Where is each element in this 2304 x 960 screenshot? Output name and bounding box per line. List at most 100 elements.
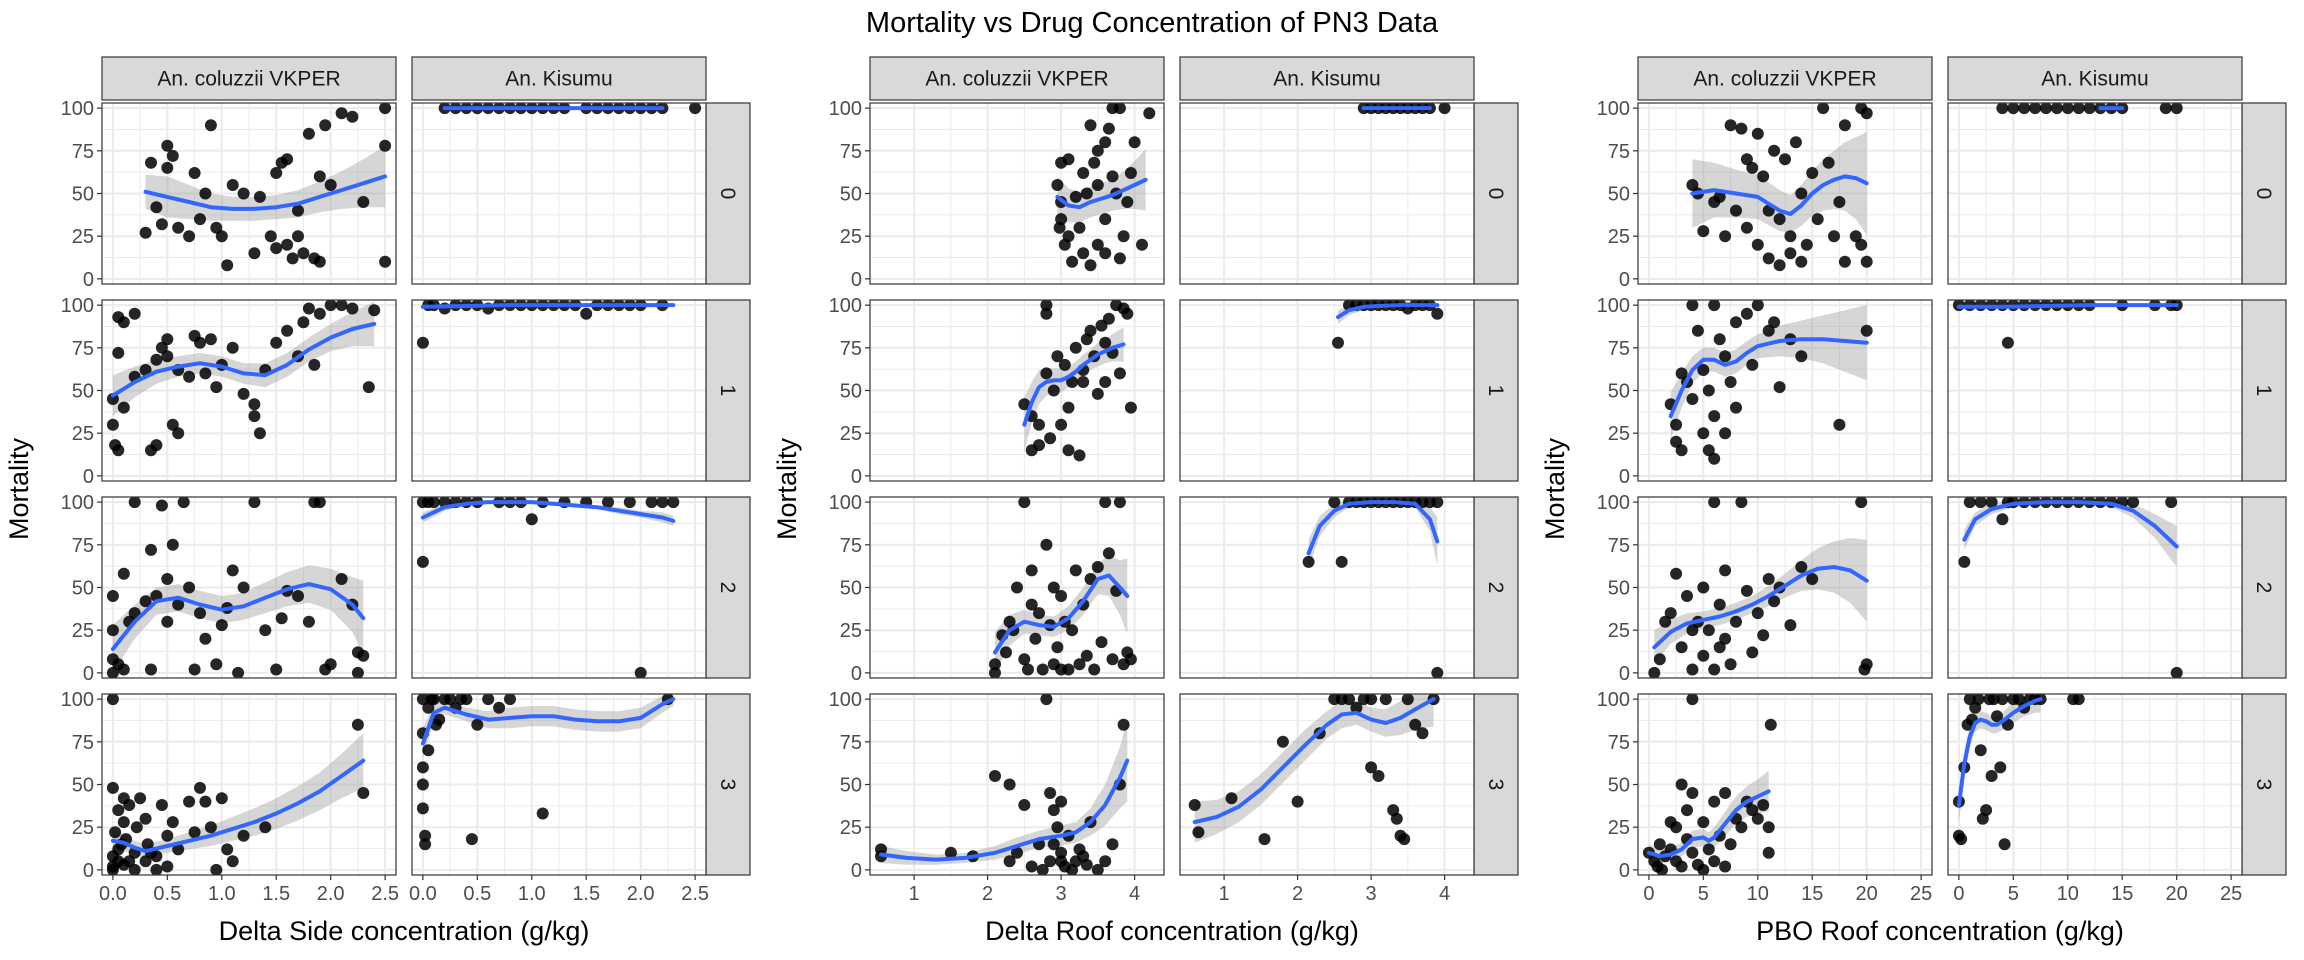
data-point [1018,799,1031,811]
data-point [1708,663,1721,676]
x-tick-label: 20 [1856,883,1878,905]
data-point [150,201,163,214]
x-axis-title: PBO Roof concentration (g/kg) [1756,916,2124,946]
data-point [1697,427,1710,440]
data-point [1860,255,1873,268]
data-point [1746,161,1759,174]
data-point [335,107,348,120]
data-point [161,350,174,363]
smooth-line [1652,565,1869,650]
data-point [580,307,593,320]
x-tick-label: 2 [1292,883,1303,905]
data-point [1099,497,1112,509]
y-tick-label: 25 [840,423,862,445]
data-point [204,821,217,834]
data-point [416,336,429,349]
data-point [1099,213,1112,226]
data-point [1795,187,1808,200]
data-point [1047,838,1060,851]
data-point [237,387,250,400]
data-point [1113,497,1126,509]
data-point [232,666,245,678]
data-point [1740,221,1753,234]
data-point [1091,561,1104,573]
panel-border [1947,693,2243,876]
data-point [194,781,206,794]
data-point [1025,860,1038,873]
y-tick-label: 0 [1619,860,1630,882]
data-point [139,364,152,376]
panel-data [1642,694,1777,875]
data-point [465,833,478,846]
smooth-line [110,582,366,651]
smooth-line [110,758,366,854]
data-point [1055,663,1068,676]
data-point [324,300,337,312]
data-point [2072,694,2085,706]
confidence-band [422,694,674,759]
y-tick-label: 75 [840,338,862,360]
data-point [1795,350,1808,363]
data-point [1659,615,1672,628]
data-point [1697,816,1710,829]
row-strip-label: 2 [716,582,739,594]
row-strip [2241,496,2287,679]
data-point [1773,213,1786,226]
data-point [1365,694,1378,706]
data-point [2165,497,2178,509]
data-point [1033,439,1045,452]
data-point [1040,300,1053,312]
x-tick-label: 0.5 [463,883,491,905]
data-point [1686,694,1699,706]
data-point [667,497,680,509]
data-point [292,230,304,243]
data-point [1040,694,1053,706]
data-point [1073,221,1086,234]
data-point [1828,230,1840,243]
data-point [1768,595,1781,608]
row-strip [2241,299,2287,482]
panel-border [1179,496,1475,679]
data-point [248,398,261,411]
data-point [155,799,168,811]
data-point [253,190,266,203]
data-point [1431,497,1444,509]
data-point [1121,307,1134,320]
data-point [210,221,223,234]
panel-border [1947,299,2243,482]
column-strip-label: An. coluzzii VKPER [925,68,1108,91]
data-point [1018,653,1031,666]
data-point [1762,324,1775,337]
data-point [1003,778,1016,791]
data-point [145,156,157,169]
data-point [270,167,283,179]
y-tick-label: 50 [840,578,862,600]
y-tick-label: 25 [1608,817,1630,839]
data-point [1124,653,1137,666]
data-point [1784,619,1797,632]
data-point [188,826,201,839]
data-point [292,204,304,217]
data-point [155,341,168,354]
data-point [1987,694,2000,706]
y-tick-label: 50 [72,381,94,403]
data-point [362,381,375,394]
data-point [438,302,451,315]
data-point [1784,247,1797,260]
data-point [1686,663,1699,676]
data-point [1062,401,1075,414]
data-point [1025,598,1038,611]
y-tick-label: 0 [83,466,94,488]
data-point [253,427,266,440]
panel-data [1648,497,1873,678]
y-tick-label: 0 [1619,269,1630,291]
data-point [602,497,614,509]
row-strip-label: 2 [1484,582,1507,594]
data-point [1033,607,1045,620]
data-point [248,410,261,423]
data-point [1091,144,1104,157]
x-tick-label: 25 [1910,883,1932,905]
data-point [1974,744,1987,757]
smooth-line [1336,303,1440,320]
data-point [1018,398,1031,411]
